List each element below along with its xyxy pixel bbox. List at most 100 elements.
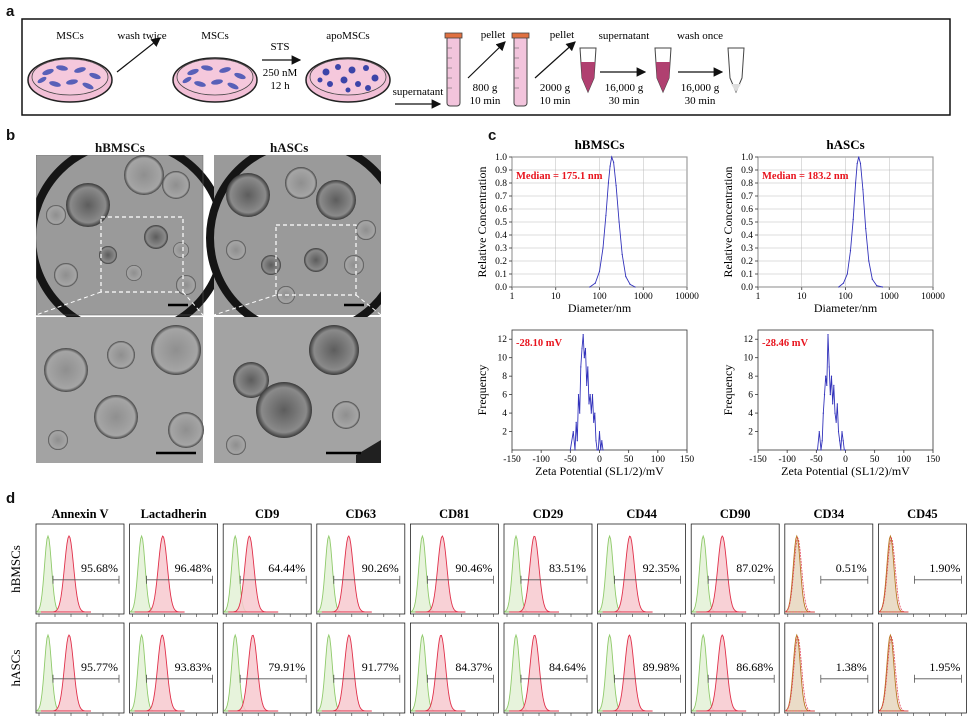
y-tick-label: 12: [498, 335, 508, 345]
chart-title: hASCs: [826, 137, 864, 152]
data-point: [574, 449, 576, 451]
marker-header: CD45: [907, 507, 938, 521]
data-point: [841, 430, 843, 433]
stained-histogram: [321, 634, 372, 712]
data-point: [597, 449, 599, 451]
workflow-frame: [21, 18, 951, 116]
x-tick-label: -100: [532, 455, 550, 465]
data-point: [618, 221, 620, 223]
marker-header: CD81: [439, 507, 470, 521]
label-step4-speed: 800 g: [473, 82, 498, 94]
x-axis-label: Diameter/nm: [568, 301, 632, 315]
y-tick-label: 0.6: [495, 205, 507, 215]
series-line: [817, 334, 846, 451]
histogram-cell: 89.98%: [597, 622, 686, 716]
stained-histogram: [696, 634, 747, 712]
stained-histogram: [134, 535, 185, 613]
data-point: [611, 156, 613, 158]
stained-histogram: [41, 535, 91, 613]
x-tick-label: 0: [843, 455, 848, 465]
em-images: [36, 155, 381, 463]
x-tick-label: 50: [624, 455, 634, 465]
chart-title: hBMSCs: [575, 137, 625, 152]
y-axis-label: Frequency: [475, 365, 489, 416]
data-point: [596, 449, 598, 451]
data-point: [871, 278, 873, 280]
stained-histogram: [879, 537, 909, 613]
data-point: [594, 282, 596, 284]
dish-apomscs: [305, 57, 391, 103]
y-tick-label: 0.8: [741, 179, 753, 189]
data-point: [590, 412, 592, 414]
data-point: [575, 421, 577, 423]
data-point: [821, 440, 823, 442]
panel-letter-a: a: [6, 3, 15, 20]
label-wash-twice: wash twice: [117, 30, 166, 42]
data-point: [852, 218, 854, 220]
flow-cytometry-grid: Annexin V Lactadherin CD9 CD63 CD81 CD29 CD44 C…: [0, 500, 972, 718]
x-tick-label: 10: [551, 292, 561, 302]
y-tick-label: 0.9: [741, 166, 753, 176]
data-point: [842, 282, 845, 284]
y-tick-label: 0.6: [741, 205, 753, 215]
data-point: [837, 430, 840, 433]
data-point: [843, 449, 845, 451]
data-point: [858, 156, 860, 158]
x-axis-label: Zeta Potential (SL1/2)/mV: [781, 464, 910, 478]
tube-1: [444, 32, 463, 107]
y-tick-label: 0.0: [741, 283, 753, 293]
em-hascs-overview: [206, 155, 381, 338]
data-point: [576, 440, 578, 442]
chart-annotation: Median = 175.1 nm: [516, 171, 603, 182]
histogram-cell: 93.83%: [129, 622, 219, 716]
histogram-cell: 84.64%: [503, 622, 593, 716]
tube-2: [511, 32, 530, 107]
marker-header: CD34: [814, 507, 845, 521]
histogram-cell: 90.26%: [316, 523, 406, 617]
y-tick-label: 0.4: [495, 231, 507, 241]
histogram-cell: 64.44%: [222, 523, 312, 617]
label-step6-speed: 16,000 g: [605, 82, 644, 94]
x-tick-label: 10000: [921, 292, 945, 302]
marker-header: Annexin V: [51, 507, 108, 521]
x-tick-label: 10: [797, 292, 807, 302]
data-point: [594, 412, 596, 414]
stained-histogram: [415, 535, 466, 613]
x-tick-label: -150: [503, 455, 521, 465]
y-tick-label: 6: [502, 391, 507, 401]
stained-histogram: [602, 535, 653, 613]
data-point: [829, 394, 831, 396]
em-title-hbmscs: hBMSCs: [95, 140, 145, 155]
y-tick-label: 2: [748, 428, 753, 438]
percent-label: 95.77%: [81, 660, 118, 674]
y-tick-label: 0.1: [495, 270, 507, 280]
em-hbmscs-overview: [36, 155, 228, 338]
percent-label: 84.37%: [455, 660, 492, 674]
percent-label: 93.83%: [175, 660, 212, 674]
data-point: [589, 394, 591, 396]
label-supernatant-2: supernatant: [599, 30, 650, 42]
data-point: [823, 394, 826, 396]
data-point: [816, 449, 819, 451]
label-step5-time: 10 min: [540, 95, 571, 107]
y-tick-label: 0.2: [495, 257, 507, 267]
data-point: [833, 384, 835, 386]
y-tick-label: 0.1: [741, 270, 753, 280]
data-point: [820, 449, 822, 451]
x-tick-label: 1: [510, 292, 515, 302]
histogram-cell: 92.35%: [597, 523, 686, 617]
data-point: [856, 162, 858, 165]
y-tick-label: 8: [748, 372, 753, 382]
data-point: [826, 384, 828, 386]
data-point: [579, 412, 581, 414]
histogram-cell: 90.46%: [409, 523, 499, 617]
x-tick-label: -150: [749, 455, 767, 465]
y-tick-label: 0.5: [495, 218, 507, 228]
histogram-cell: 86.68%: [690, 622, 780, 716]
stained-histogram: [415, 634, 466, 712]
marker-header: CD29: [533, 507, 564, 521]
label-pellet-2: pellet: [550, 29, 574, 41]
stained-histogram: [785, 537, 815, 613]
percent-label: 1.95%: [929, 660, 960, 674]
marker-header: CD9: [255, 507, 279, 521]
